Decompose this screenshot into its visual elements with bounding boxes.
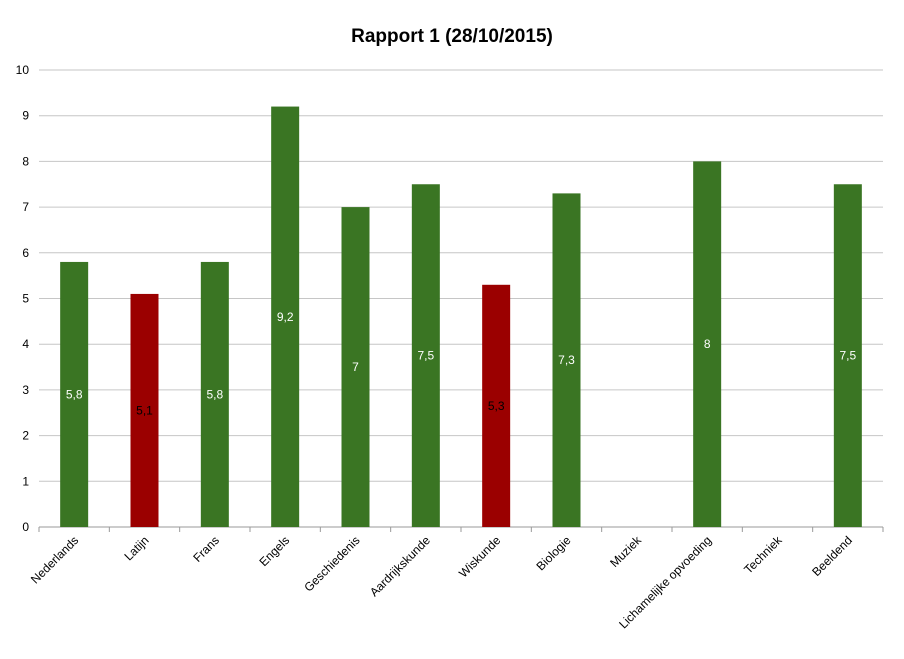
- data-label: 7,5: [417, 349, 434, 363]
- bar-lichamelijke-opvoeding: [693, 161, 722, 527]
- x-category-label: Aardrijkskunde: [367, 533, 433, 599]
- x-category-label: Muziek: [607, 533, 644, 570]
- x-category-label: Nederlands: [28, 533, 81, 586]
- y-tick-label: 2: [22, 429, 29, 443]
- x-category-label: Wiskunde: [456, 533, 503, 580]
- bars: [60, 106, 862, 527]
- y-tick-label: 7: [22, 200, 29, 214]
- chart-title: Rapport 1 (28/10/2015): [351, 26, 553, 47]
- y-tick-label: 9: [22, 109, 29, 123]
- x-category-label: Biologie: [534, 533, 574, 573]
- x-category-label: Latijn: [121, 533, 151, 563]
- y-tick-label: 8: [22, 154, 29, 168]
- data-label: 7,3: [558, 353, 575, 367]
- bar-wiskunde: [482, 284, 511, 527]
- bar-geschiedenis: [341, 207, 370, 527]
- x-category-label: Techniek: [741, 533, 785, 577]
- x-category-label: Geschiedenis: [301, 533, 362, 594]
- y-tick-label: 4: [22, 337, 29, 351]
- data-label: 9,2: [277, 310, 294, 324]
- y-tick-label: 3: [22, 383, 29, 397]
- y-tick-label: 1: [22, 474, 29, 488]
- bar-aardrijkskunde: [411, 184, 440, 527]
- y-tick-label: 6: [22, 246, 29, 260]
- x-category-label: Beeldend: [809, 533, 855, 579]
- gridlines: [39, 69, 883, 482]
- bar-beeldend: [833, 184, 862, 527]
- axes: 0 1 2 3 4 5 6 7 8 9 10: [16, 63, 884, 534]
- y-tick-label: 0: [22, 520, 29, 534]
- bar-engels: [271, 106, 300, 527]
- data-label: 7: [352, 360, 359, 374]
- bar-biologie: [552, 193, 581, 527]
- data-label: 5,8: [206, 387, 223, 401]
- data-label: 5,3: [488, 399, 505, 413]
- data-label: 7,5: [839, 349, 856, 363]
- bar-nederlands: [60, 261, 89, 527]
- bar-frans: [200, 261, 229, 527]
- data-label: 5,8: [66, 387, 83, 401]
- bar-latijn: [130, 293, 159, 527]
- data-label: 8: [704, 337, 711, 351]
- x-category-label: Engels: [256, 533, 292, 569]
- data-label: 5,1: [136, 403, 153, 417]
- x-category-label: Frans: [190, 533, 222, 565]
- y-tick-label: 5: [22, 292, 29, 306]
- y-tick-label: 10: [16, 63, 30, 77]
